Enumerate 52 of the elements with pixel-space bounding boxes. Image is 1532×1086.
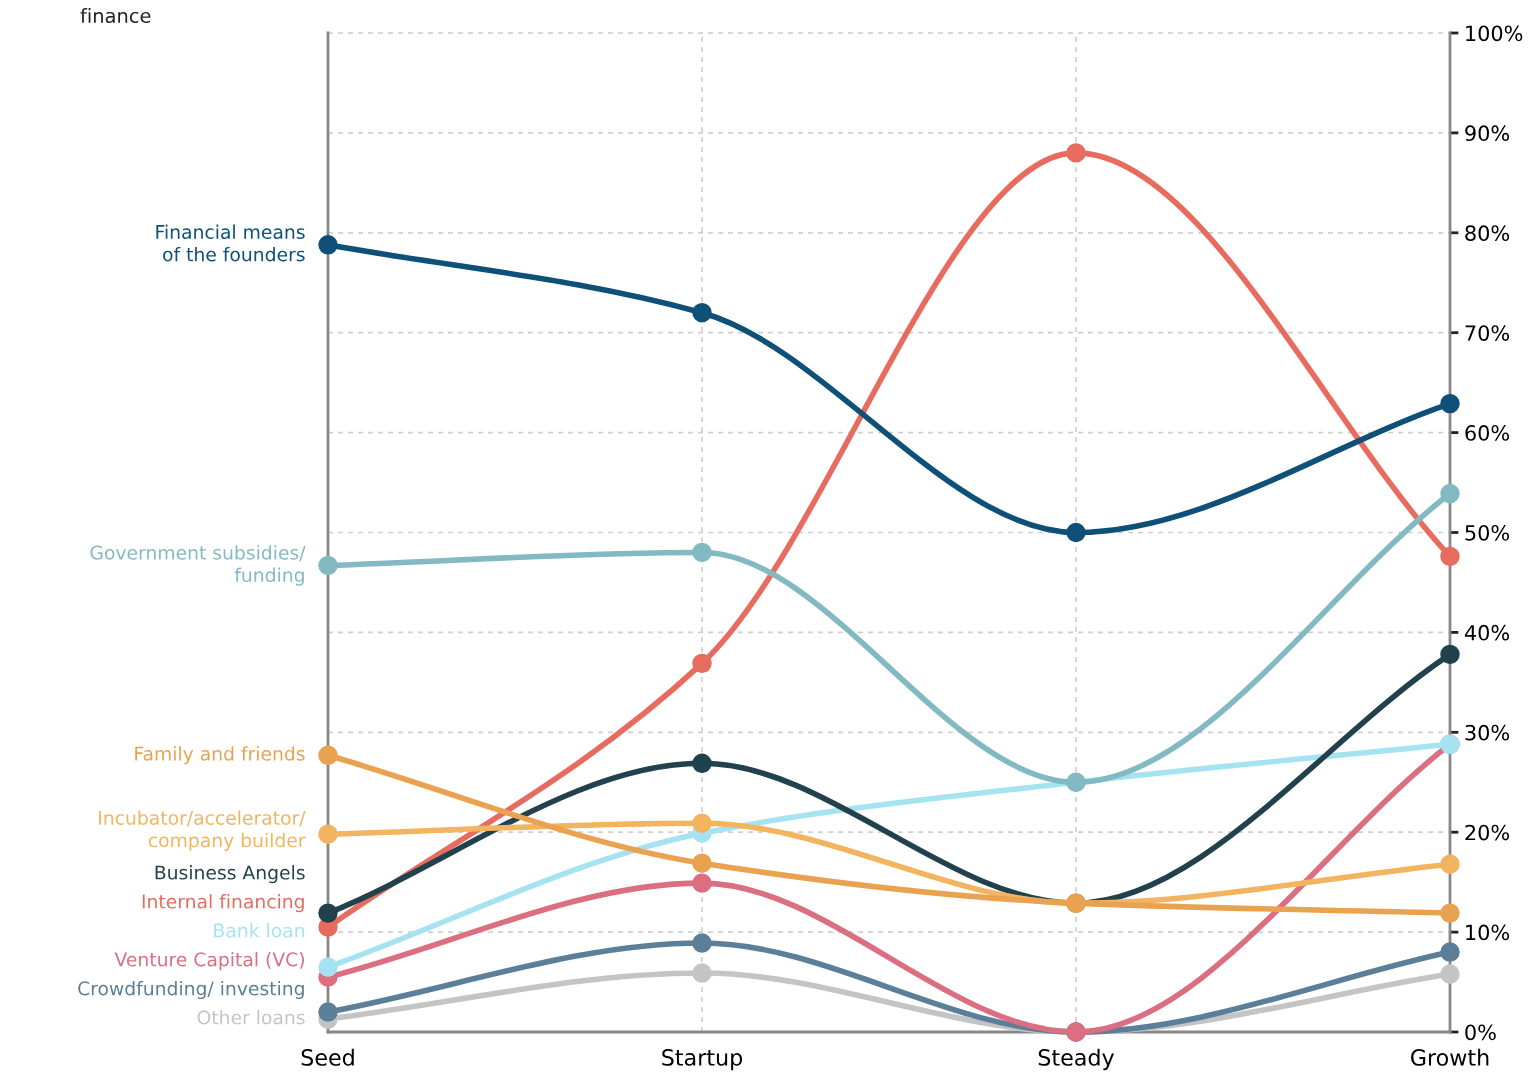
point <box>1440 546 1460 567</box>
y-tick-label: 50% <box>1465 524 1510 541</box>
series-label: Family and friends <box>135 746 305 765</box>
point <box>692 873 712 893</box>
y-tick-label: 10% <box>1466 924 1510 941</box>
y-tick-label: 80% <box>1465 225 1510 242</box>
text: finance <box>80 8 151 24</box>
point <box>692 753 712 773</box>
series-label: Crowdfunding/ investing <box>78 980 304 1000</box>
series-label: Financial means of the founders <box>156 224 305 262</box>
point <box>318 1002 338 1022</box>
point <box>318 903 338 923</box>
point <box>1440 903 1460 923</box>
point <box>692 653 712 674</box>
series-label: Incubator/accelerator/ company builder <box>99 810 306 851</box>
y-tick-label: 90% <box>1465 125 1510 142</box>
point <box>692 933 712 953</box>
point <box>318 957 338 977</box>
y-tick-label: 60% <box>1465 425 1510 441</box>
x-tick-label: Steady <box>1038 1048 1115 1071</box>
y-tick-label: 100% <box>1466 25 1523 42</box>
point <box>1440 854 1460 874</box>
point <box>318 824 338 844</box>
point <box>692 542 712 563</box>
point <box>318 555 338 576</box>
series-label: Internal financing <box>142 894 304 913</box>
series-label: Other loans <box>197 1009 305 1025</box>
x-tick-label: Startup <box>662 1049 743 1071</box>
point <box>1066 522 1086 543</box>
point <box>1440 483 1460 504</box>
point <box>692 302 712 323</box>
series-label: Business Angels <box>155 865 305 884</box>
series-label: Government subsidies/ funding <box>90 545 306 586</box>
y-tick-label: 0% <box>1465 1024 1496 1041</box>
point <box>692 853 712 873</box>
x-tick-label: Seed <box>301 1048 354 1066</box>
point <box>1440 644 1460 665</box>
point <box>318 235 338 255</box>
point <box>692 963 712 983</box>
x-tick-label: Growth <box>1411 1048 1489 1066</box>
point <box>1440 942 1460 962</box>
y-tick-label: 20% <box>1465 824 1510 841</box>
point <box>1440 964 1460 984</box>
series-label: Bank loan <box>214 923 304 938</box>
point <box>1440 393 1460 414</box>
y-tick-label: 40% <box>1464 624 1510 641</box>
series-label: Venture Capital (VC) <box>114 952 304 971</box>
y-tick-label: 30% <box>1465 724 1510 741</box>
point <box>692 813 712 833</box>
point <box>318 745 338 765</box>
point <box>1066 143 1086 163</box>
y-tick-label: 70% <box>1465 325 1510 341</box>
